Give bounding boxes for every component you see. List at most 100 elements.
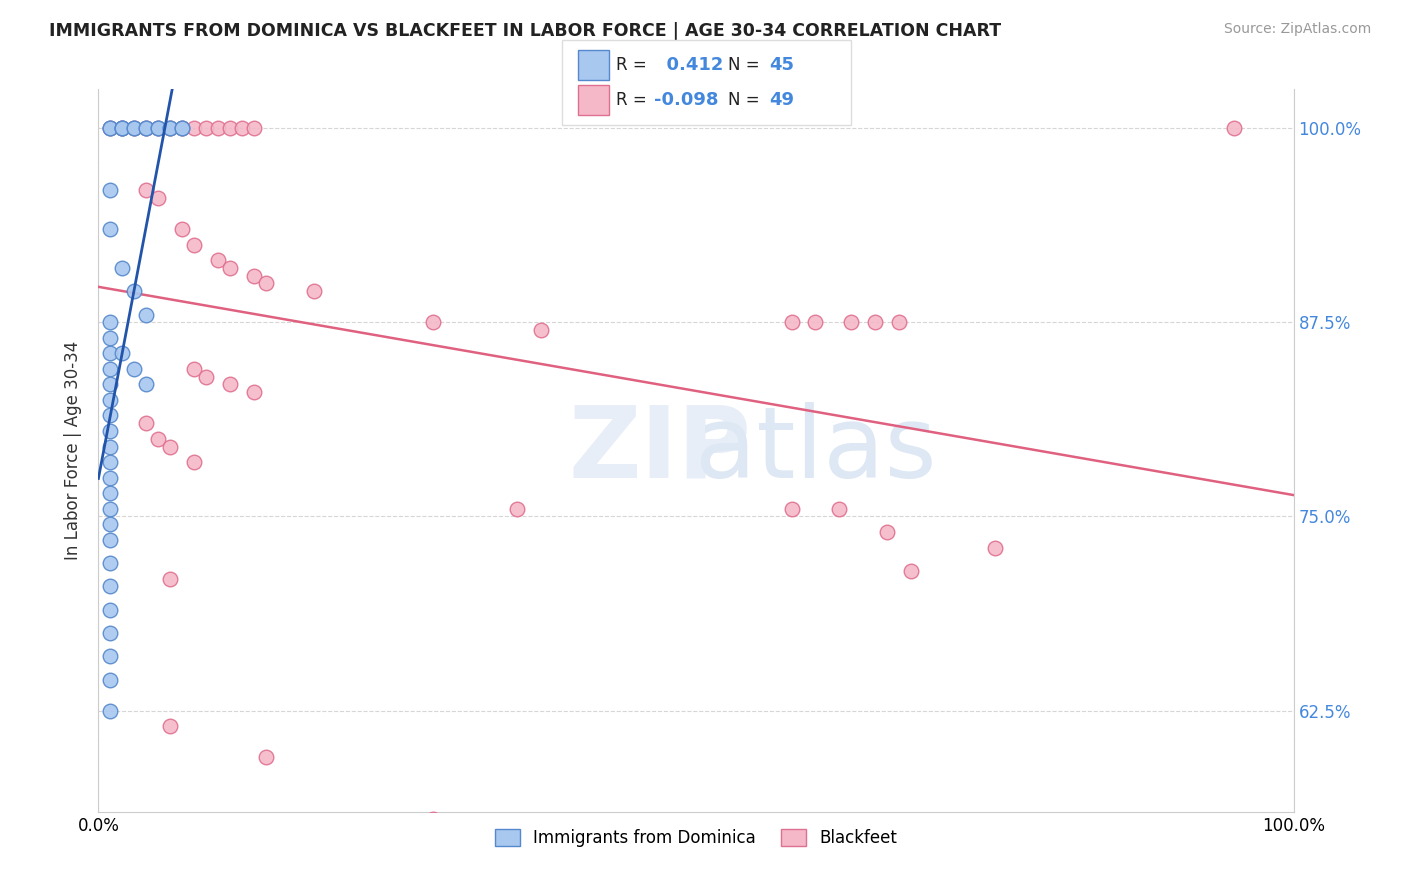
Point [98, 579, 122, 593]
Point [506, 501, 529, 516]
Point [98, 603, 122, 617]
Point [98, 222, 122, 236]
Point [111, 121, 134, 136]
Point [135, 121, 157, 136]
Point [889, 315, 911, 329]
Point [422, 813, 444, 827]
Point [243, 121, 266, 136]
Point [98, 346, 122, 360]
Point [183, 362, 205, 376]
Point [98, 424, 122, 438]
Point [111, 260, 134, 275]
Point [243, 385, 266, 400]
Point [804, 315, 827, 329]
Point [98, 362, 122, 376]
Point [172, 121, 194, 136]
Point [183, 455, 205, 469]
Point [231, 121, 253, 136]
Text: R =: R = [616, 91, 647, 109]
Text: -0.098: -0.098 [654, 91, 718, 109]
Text: Source: ZipAtlas.com: Source: ZipAtlas.com [1223, 22, 1371, 37]
Point [159, 121, 181, 136]
Point [124, 362, 146, 376]
Point [195, 121, 218, 136]
Point [111, 121, 134, 136]
Point [159, 121, 181, 136]
Point [98, 517, 122, 532]
Point [98, 392, 122, 407]
Point [124, 284, 146, 298]
Point [124, 121, 146, 136]
Point [195, 369, 218, 384]
Point [828, 501, 851, 516]
Point [841, 315, 863, 329]
Point [183, 237, 205, 252]
Point [219, 260, 242, 275]
Point [219, 377, 242, 392]
Point [446, 828, 468, 842]
Point [98, 673, 122, 687]
Point [172, 121, 194, 136]
Point [148, 121, 170, 136]
Point [111, 121, 134, 136]
Point [98, 501, 122, 516]
Text: 0.412: 0.412 [654, 56, 723, 74]
Point [111, 346, 134, 360]
Point [183, 121, 205, 136]
Point [422, 315, 444, 329]
Point [254, 750, 277, 764]
Point [98, 377, 122, 392]
Point [111, 121, 134, 136]
Point [148, 121, 170, 136]
Point [865, 315, 887, 329]
Point [124, 121, 146, 136]
Point [98, 470, 122, 484]
Point [135, 121, 157, 136]
Point [135, 121, 157, 136]
Text: 45: 45 [769, 56, 794, 74]
Point [98, 409, 122, 423]
Point [98, 121, 122, 136]
Point [159, 719, 181, 733]
Text: N =: N = [728, 91, 759, 109]
Point [98, 121, 122, 136]
Point [98, 331, 122, 345]
Point [98, 121, 122, 136]
Point [98, 455, 122, 469]
Point [780, 501, 803, 516]
Point [98, 533, 122, 547]
Text: IMMIGRANTS FROM DOMINICA VS BLACKFEET IN LABOR FORCE | AGE 30-34 CORRELATION CHA: IMMIGRANTS FROM DOMINICA VS BLACKFEET IN… [49, 22, 1001, 40]
Text: ZIP: ZIP [568, 402, 752, 499]
Y-axis label: In Labor Force | Age 30-34: In Labor Force | Age 30-34 [65, 341, 83, 560]
Point [159, 121, 181, 136]
Point [98, 183, 122, 197]
Point [172, 121, 194, 136]
Legend: Immigrants from Dominica, Blackfeet: Immigrants from Dominica, Blackfeet [488, 822, 904, 854]
Point [876, 524, 898, 539]
Point [98, 440, 122, 454]
Point [243, 268, 266, 283]
Point [98, 649, 122, 664]
Point [900, 564, 922, 578]
Point [1223, 121, 1246, 136]
Point [98, 704, 122, 718]
Text: N =: N = [728, 56, 759, 74]
Point [159, 440, 181, 454]
Point [159, 572, 181, 586]
Text: 49: 49 [769, 91, 794, 109]
Point [207, 253, 229, 268]
Point [780, 315, 803, 329]
Point [98, 626, 122, 640]
Point [207, 121, 229, 136]
Point [984, 541, 1007, 555]
Point [135, 417, 157, 431]
Point [530, 323, 553, 337]
Point [124, 121, 146, 136]
Point [98, 486, 122, 500]
Point [219, 121, 242, 136]
Point [148, 191, 170, 205]
Point [135, 183, 157, 197]
Text: R =: R = [616, 56, 647, 74]
Point [98, 315, 122, 329]
Point [135, 308, 157, 322]
